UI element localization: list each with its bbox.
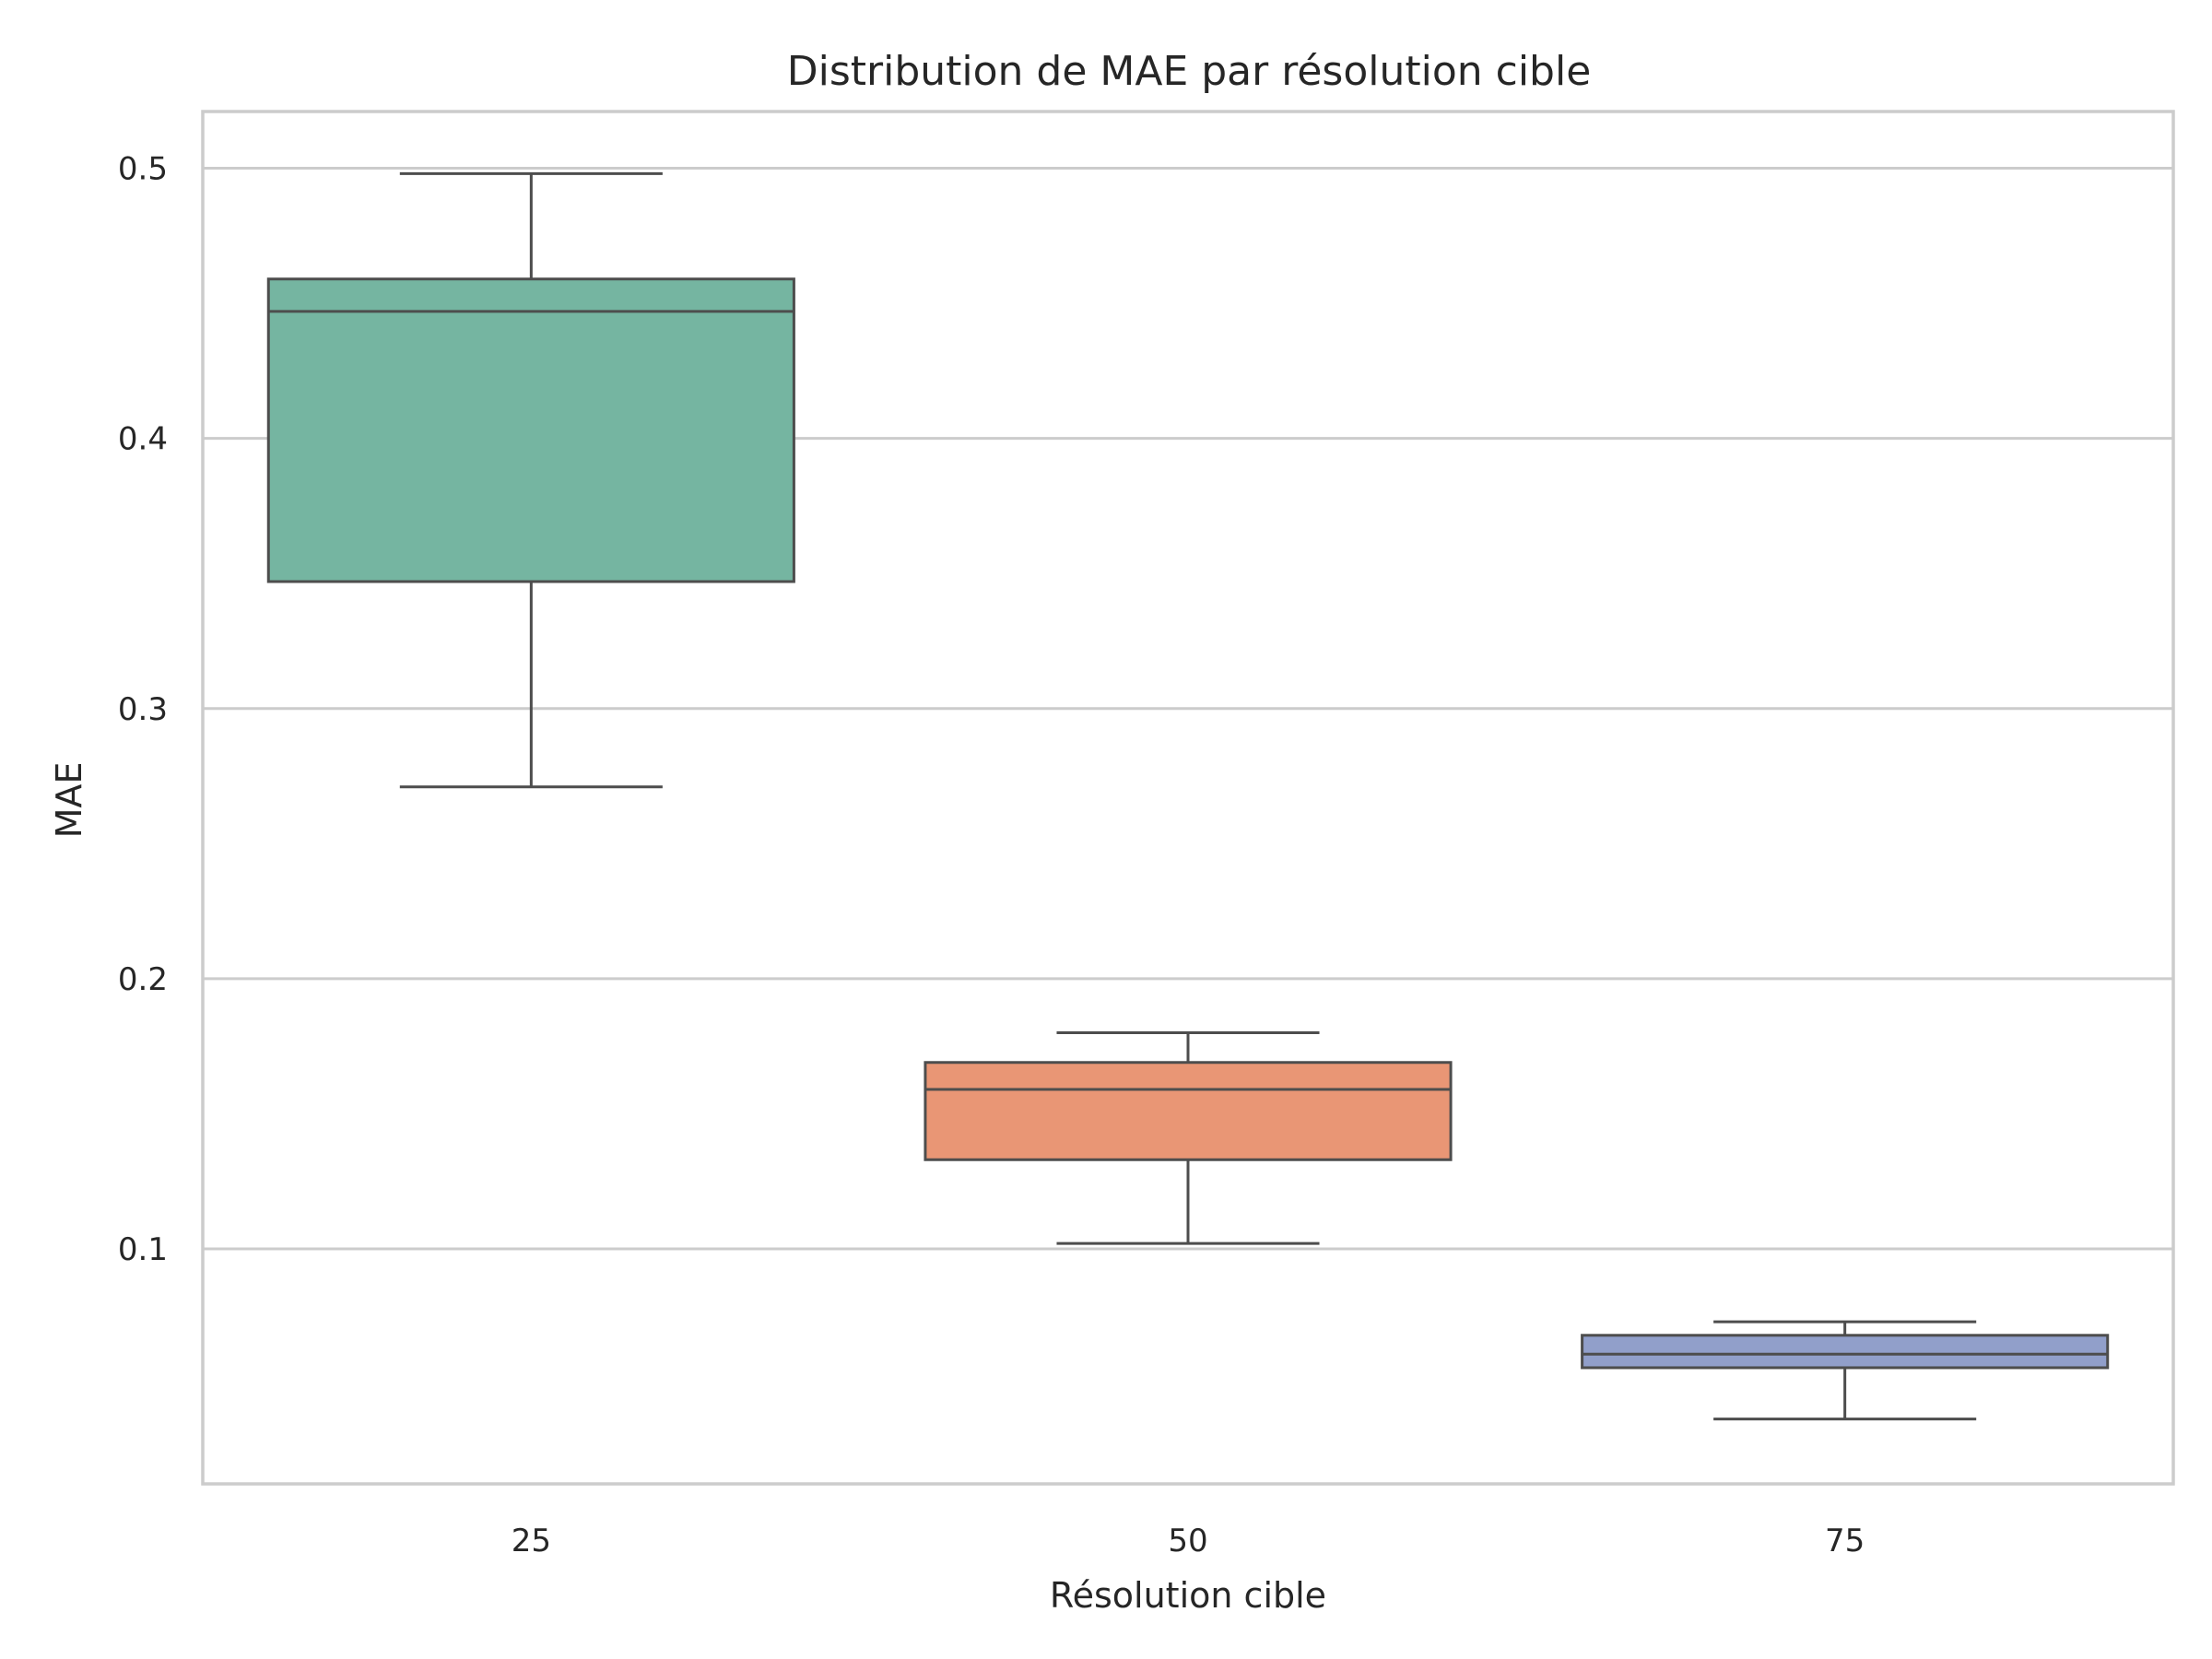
y-tick-labels: 0.1 0.2 0.3 0.4 0.5 (118, 151, 168, 1268)
box-75 (1581, 1320, 2110, 1421)
x-tick-label-50: 50 (1168, 1523, 1207, 1559)
x-axis-label: Résolution cible (1050, 1575, 1326, 1616)
box-iqr-75 (1581, 1334, 2110, 1370)
box-50 (924, 1031, 1453, 1245)
box-iqr-25 (266, 277, 795, 583)
y-tick-label-2: 0.3 (118, 691, 168, 728)
plot-frame (201, 110, 2175, 1486)
x-tick-labels: 25 50 75 (512, 1523, 1865, 1559)
x-tick-label-75: 75 (1825, 1523, 1865, 1559)
boxes (266, 171, 2110, 1421)
chart-title: Distribution de MAE par résolution cible (787, 48, 1592, 95)
y-axis-label: MAE (49, 762, 89, 839)
box-25 (266, 171, 795, 789)
y-tick-label-0: 0.1 (118, 1231, 168, 1268)
box-iqr-50 (924, 1061, 1453, 1161)
x-tick-label-25: 25 (512, 1523, 551, 1559)
y-tick-label-1: 0.2 (118, 961, 168, 998)
y-tick-label-4: 0.5 (118, 151, 168, 188)
y-tick-label-3: 0.4 (118, 421, 168, 458)
